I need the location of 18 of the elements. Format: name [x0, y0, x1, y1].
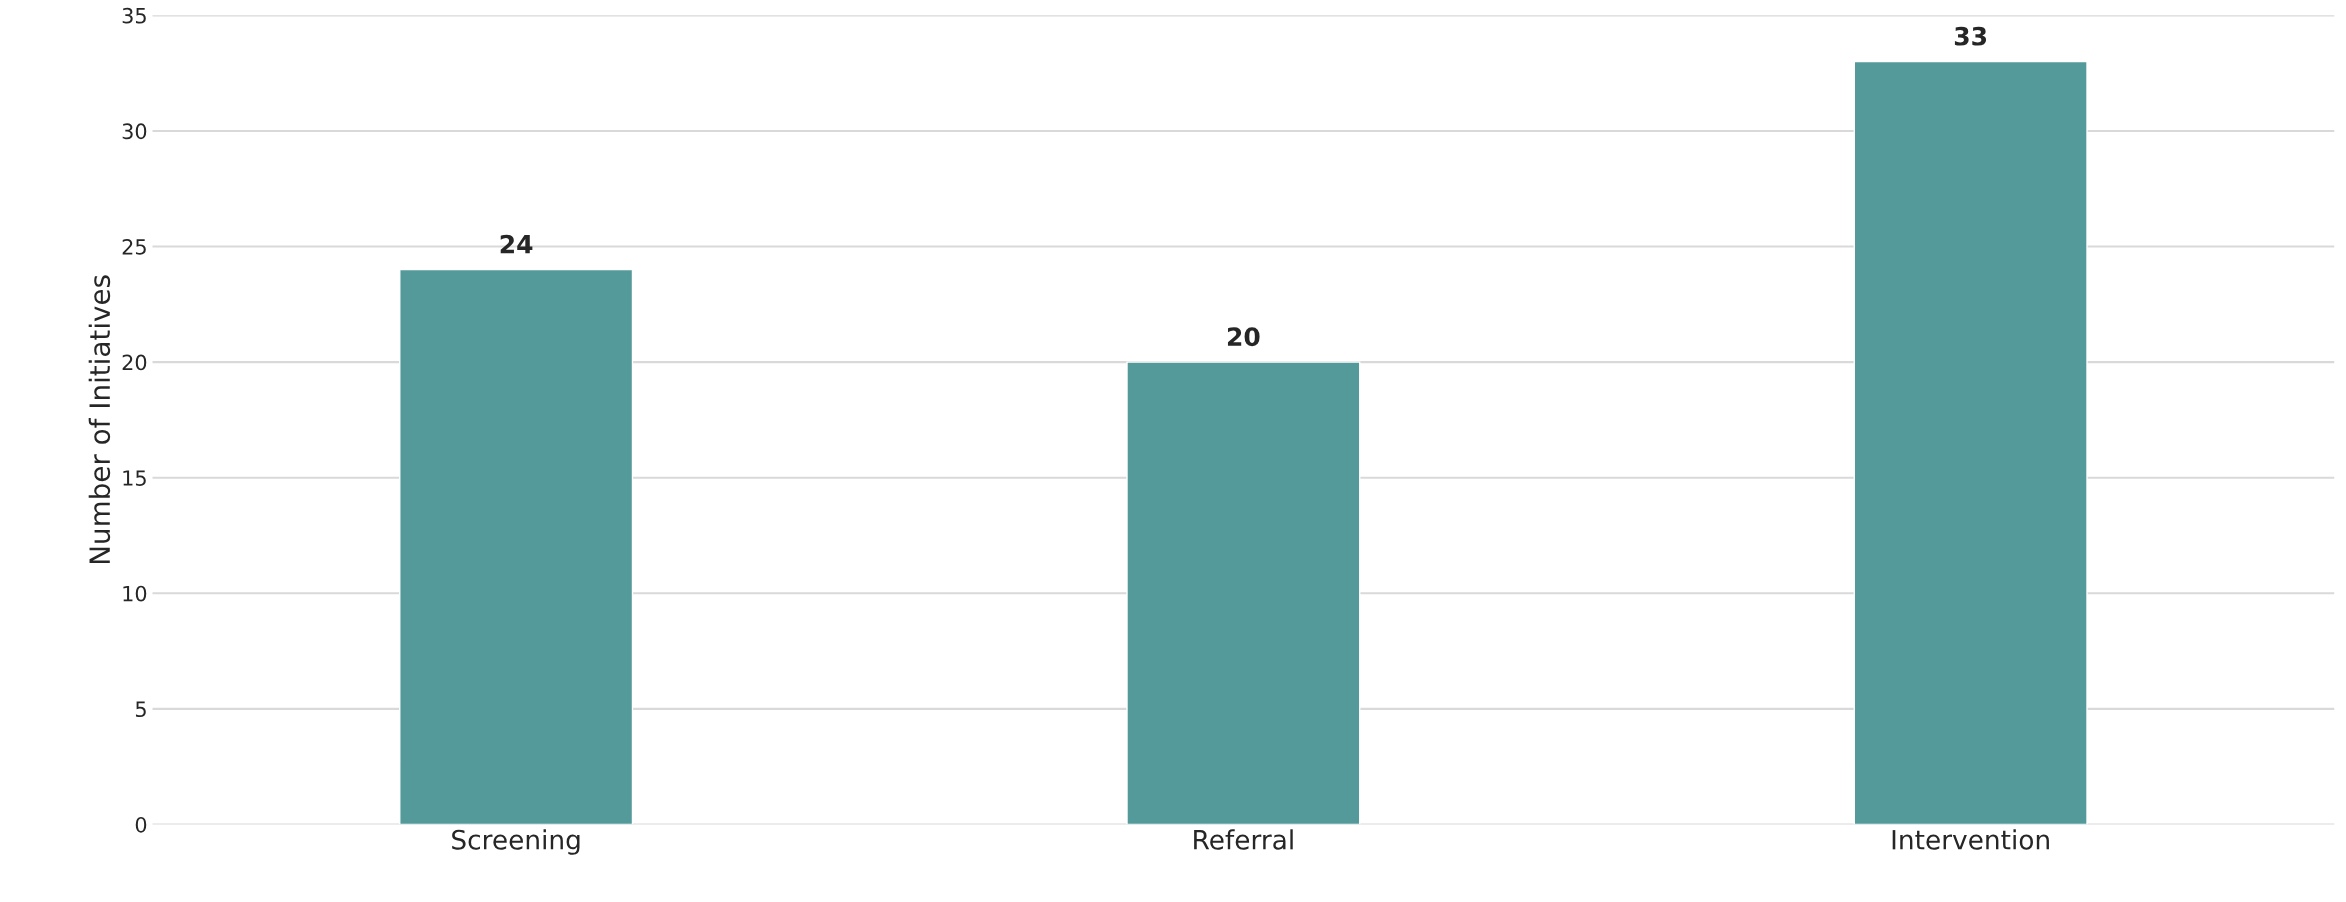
y-tick-label: 15 — [123, 470, 146, 486]
data-label: 20 — [1227, 327, 1260, 347]
x-tick-label: Intervention — [1892, 829, 2049, 850]
bar — [1126, 361, 1361, 825]
y-axis-title: Number of Initiatives — [88, 275, 111, 564]
y-tick-label: 10 — [123, 585, 147, 602]
x-tick-label: Referral — [1194, 829, 1293, 850]
y-tick-label: 25 — [122, 238, 146, 255]
y-tick-label: 30 — [122, 123, 147, 140]
y-tick-label: 5 — [135, 701, 146, 718]
y-tick-label: 0 — [135, 816, 147, 833]
data-label: 33 — [1954, 26, 1987, 46]
y-tick-label: 35 — [122, 7, 146, 24]
y-tick-label: 20 — [122, 354, 147, 371]
data-label: 24 — [500, 234, 533, 254]
bar — [1853, 60, 2088, 825]
x-tick-label: Screening — [452, 829, 580, 855]
bar — [399, 268, 634, 825]
